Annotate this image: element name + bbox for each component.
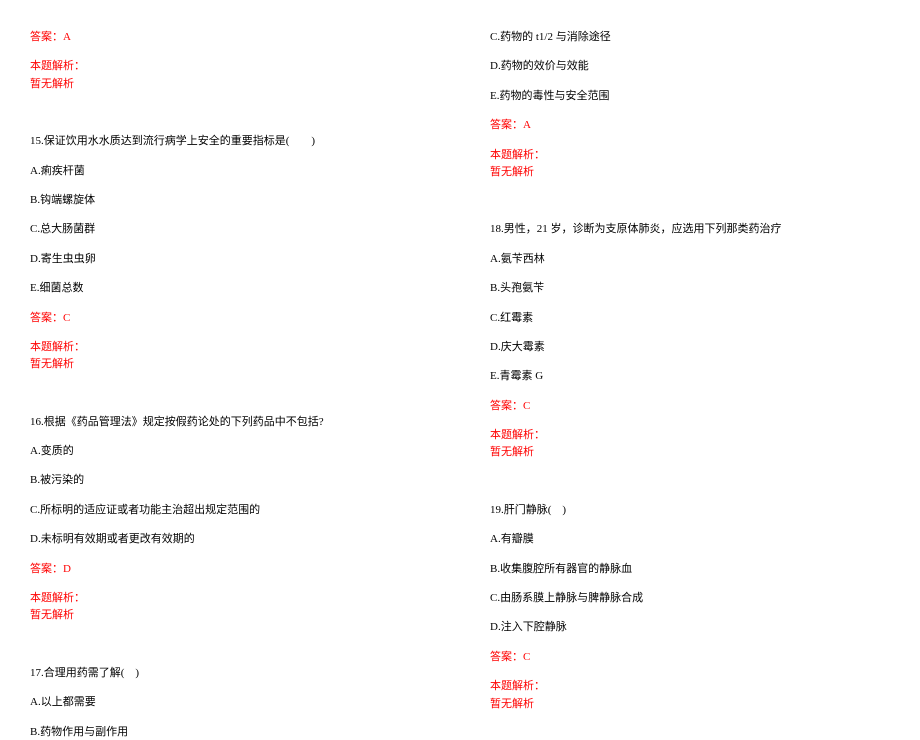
- q18-option-a: A.氨苄西林: [490, 252, 880, 267]
- q17-option-e: E.药物的毒性与安全范围: [490, 89, 880, 104]
- q15-stem: 15.保证饮用水水质达到流行病学上安全的重要指标是( ): [30, 134, 420, 149]
- q16-answer: 答案：D: [30, 562, 420, 577]
- q17-stem: 17.合理用药需了解( ): [30, 666, 420, 681]
- explanation-none: 暂无解析: [30, 357, 420, 372]
- q16-option-a: A.变质的: [30, 444, 420, 459]
- q15-option-c: C.总大肠菌群: [30, 222, 420, 237]
- q18-option-d: D.庆大霉素: [490, 340, 880, 355]
- q16-option-b: B.被污染的: [30, 473, 420, 488]
- q19-option-a: A.有瓣膜: [490, 532, 880, 547]
- q17-option-a: A.以上都需要: [30, 695, 420, 710]
- explanation-none: 暂无解析: [490, 697, 880, 712]
- q15-option-d: D.寄生虫虫卵: [30, 252, 420, 267]
- q19-stem: 19.肝门静脉( ): [490, 503, 880, 518]
- explanation-label: 本题解析：: [30, 340, 420, 355]
- q15-answer: 答案：C: [30, 311, 420, 326]
- q17-option-d: D.药物的效价与效能: [490, 59, 880, 74]
- q19-option-b: B.收集腹腔所有器官的静脉血: [490, 562, 880, 577]
- explanation-none: 暂无解析: [490, 445, 880, 460]
- q18-answer: 答案：C: [490, 399, 880, 414]
- explanation-none: 暂无解析: [490, 165, 880, 180]
- q15-option-a: A.痢疾杆菌: [30, 164, 420, 179]
- q19-option-c: C.由肠系膜上静脉与脾静脉合成: [490, 591, 880, 606]
- q18-stem: 18.男性，21 岁，诊断为支原体肺炎，应选用下列那类药治疗: [490, 222, 880, 237]
- explanation-label: 本题解析：: [490, 428, 880, 443]
- q19-option-d: D.注入下腔静脉: [490, 620, 880, 635]
- q15-option-b: B.钩端螺旋体: [30, 193, 420, 208]
- explanation-label: 本题解析：: [490, 679, 880, 694]
- q16-option-c: C.所标明的适应证或者功能主治超出规定范围的: [30, 503, 420, 518]
- q18-option-c: C.红霉素: [490, 311, 880, 326]
- q16-stem: 16.根据《药品管理法》规定按假药论处的下列药品中不包括?: [30, 415, 420, 430]
- q17-option-b: B.药物作用与副作用: [30, 725, 420, 740]
- explanation-label: 本题解析：: [30, 591, 420, 606]
- explanation-label: 本题解析：: [30, 59, 420, 74]
- q19-answer: 答案：C: [490, 650, 880, 665]
- q17-option-c: C.药物的 t1/2 与消除途径: [490, 30, 880, 45]
- answer-line: 答案：A: [30, 30, 420, 45]
- q18-option-e: E.青霉素 G: [490, 369, 880, 384]
- q18-option-b: B.头孢氨苄: [490, 281, 880, 296]
- explanation-label: 本题解析：: [490, 148, 880, 163]
- explanation-none: 暂无解析: [30, 608, 420, 623]
- q15-option-e: E.细菌总数: [30, 281, 420, 296]
- explanation-none: 暂无解析: [30, 77, 420, 92]
- q17-answer: 答案：A: [490, 118, 880, 133]
- q16-option-d: D.未标明有效期或者更改有效期的: [30, 532, 420, 547]
